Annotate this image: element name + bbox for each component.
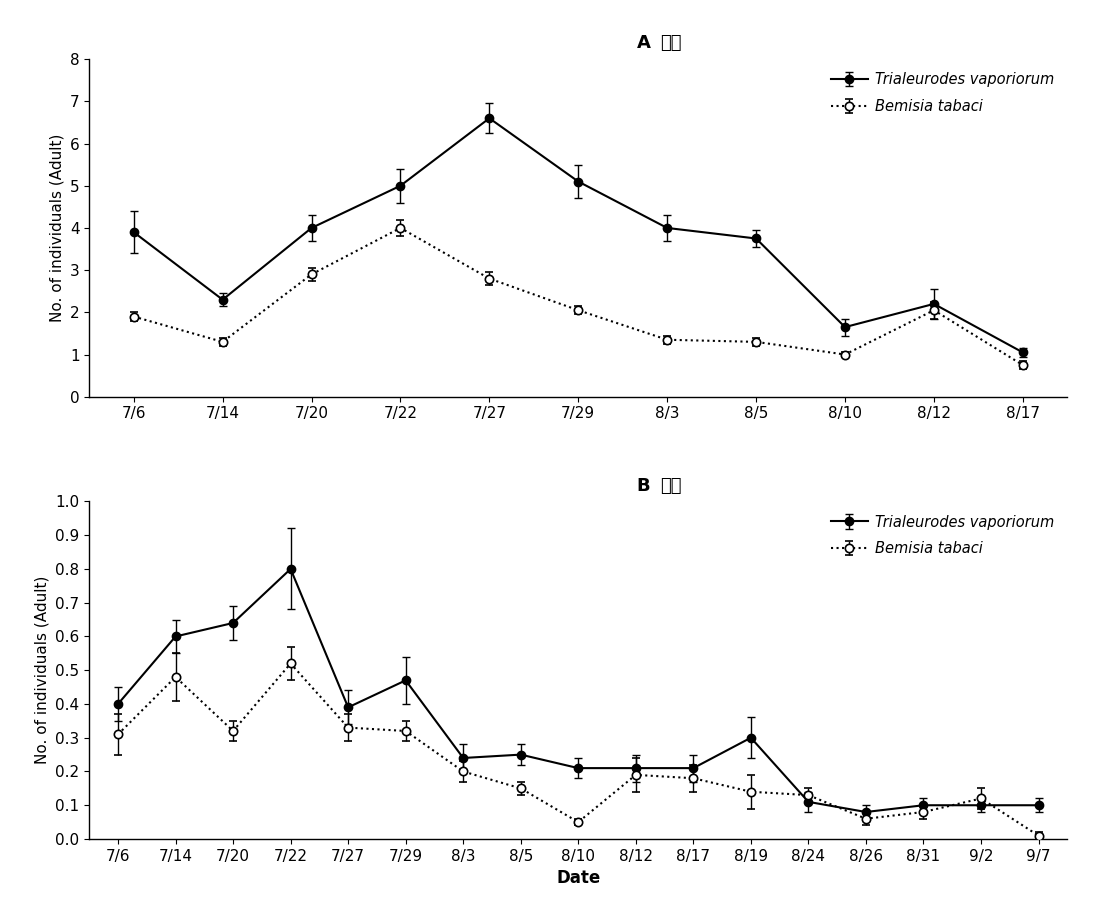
Legend: Trialeurodes vaporiorum, Bemisia tabaci: Trialeurodes vaporiorum, Bemisia tabaci [825, 509, 1060, 562]
Legend: Trialeurodes vaporiorum, Bemisia tabaci: Trialeurodes vaporiorum, Bemisia tabaci [825, 66, 1060, 120]
Text: B: B [637, 477, 657, 495]
Text: A: A [637, 34, 657, 53]
Text: 농가: 농가 [660, 34, 682, 53]
Y-axis label: No. of individuals (Adult): No. of individuals (Adult) [50, 134, 64, 322]
X-axis label: Date: Date [557, 869, 601, 887]
Y-axis label: No. of individuals (Adult): No. of individuals (Adult) [35, 576, 50, 764]
Text: 농가: 농가 [660, 477, 682, 495]
